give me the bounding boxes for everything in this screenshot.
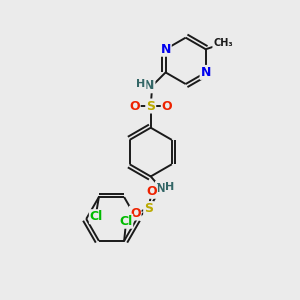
Text: S: S	[144, 202, 153, 215]
Text: O: O	[129, 100, 140, 112]
Text: O: O	[146, 185, 157, 198]
Text: Cl: Cl	[119, 215, 132, 228]
Text: O: O	[130, 206, 141, 220]
Text: H: H	[136, 79, 146, 89]
Text: N: N	[201, 66, 211, 79]
Text: N: N	[160, 43, 171, 56]
Text: CH₃: CH₃	[213, 38, 233, 48]
Text: O: O	[162, 100, 172, 112]
Text: S: S	[146, 100, 155, 112]
Text: N: N	[144, 79, 154, 92]
Text: H: H	[165, 182, 175, 192]
Text: N: N	[156, 182, 166, 195]
Text: Cl: Cl	[90, 210, 103, 223]
